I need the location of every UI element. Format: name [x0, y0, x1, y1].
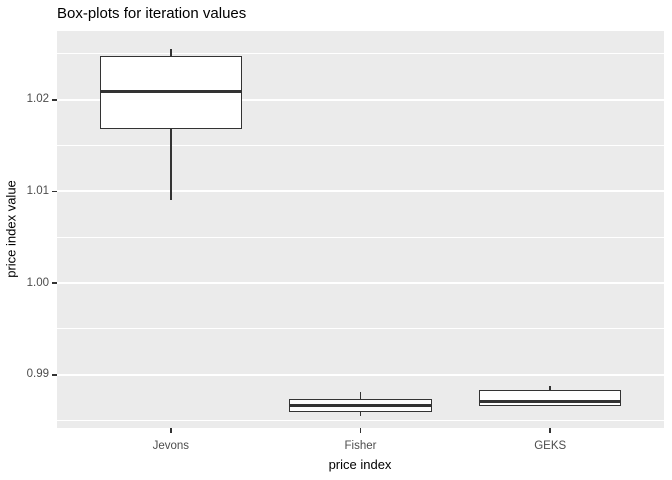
whisker-upper-geks [549, 385, 551, 391]
y-tick-label: 1.01 [26, 184, 49, 197]
y-axis-title: price index value [3, 180, 19, 278]
x-tick-label: Jevons [152, 440, 190, 452]
y-tick-label: 0.99 [26, 368, 49, 381]
x-axis-title: price index [328, 457, 392, 472]
x-tick-label: GEKS [534, 440, 567, 452]
x-tick-mark [549, 428, 551, 433]
gridline-minor [57, 236, 664, 238]
gridline-minor [57, 53, 664, 55]
x-tick-mark [359, 428, 362, 433]
whisker-lower-fisher [359, 412, 362, 417]
x-tick-mark [170, 428, 172, 433]
median-line-geks [479, 399, 622, 403]
whisker-lower-jevons [170, 129, 172, 200]
gridline-major [57, 373, 664, 376]
gridline-minor [57, 145, 664, 147]
x-tick-label: Fisher [344, 440, 377, 452]
y-tick-mark [52, 282, 57, 284]
y-tick-mark [52, 99, 57, 101]
median-line-fisher [289, 403, 432, 407]
gridline-minor [57, 420, 664, 422]
median-line-jevons [99, 90, 242, 93]
whisker-upper-jevons [170, 49, 172, 56]
y-tick-mark [52, 374, 57, 376]
gridline-minor [57, 328, 664, 330]
whisker-upper-fisher [359, 392, 362, 399]
plot-title: Box-plots for iteration values [57, 5, 247, 22]
y-tick-label: 1.02 [26, 93, 49, 106]
y-tick-label: 1.00 [26, 276, 49, 289]
gridline-major [57, 190, 664, 193]
gridline-major [57, 282, 664, 285]
gridline-major [57, 98, 664, 101]
boxplot-box-geks [479, 390, 622, 406]
y-tick-mark [52, 190, 57, 193]
